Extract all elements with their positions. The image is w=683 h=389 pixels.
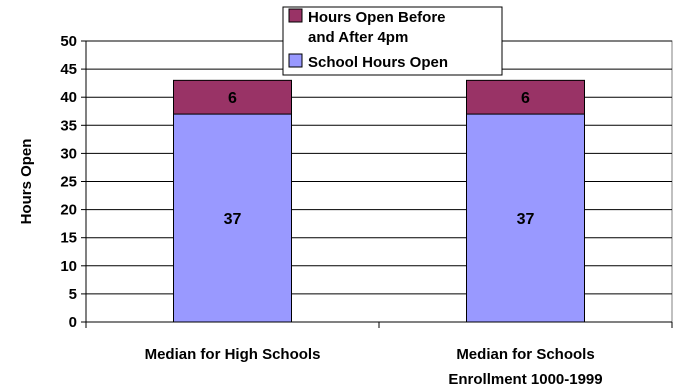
data-label-0-0: 37	[224, 211, 242, 228]
x-category-label-0-0: Median for High Schools	[145, 346, 321, 363]
legend-label-0-0: Hours Open Before	[308, 9, 446, 26]
bar-before-after-4pm-1	[466, 79, 585, 115]
y-tick-label-30: 30	[60, 145, 77, 162]
data-label-0-1: 37	[517, 211, 535, 228]
y-tick-label-15: 15	[60, 230, 77, 247]
legend-swatch-1	[288, 53, 303, 68]
x-category-label-1-1: Enrollment 1000-1999	[448, 371, 602, 388]
bar-before-after-4pm-0	[173, 79, 292, 115]
legend-box	[282, 6, 503, 76]
axes	[81, 40, 673, 328]
legend-swatch-0	[288, 8, 303, 23]
legend: Hours Open Before and After 4pm School Hou…	[282, 6, 503, 76]
y-tick-label-0: 0	[69, 314, 77, 331]
bar-school-hours-1	[466, 113, 585, 323]
y-tick-label-20: 20	[60, 202, 77, 219]
x-category-label-1-0: Median for Schools	[456, 346, 594, 363]
labels: 0 5 10 15 20 25 30 35 40 45 50 37 6 Median for High S…	[18, 33, 603, 388]
y-tick-label-50: 50	[60, 33, 77, 50]
y-tick-label-25: 25	[60, 174, 77, 191]
y-tick-label-40: 40	[60, 89, 77, 106]
bar-school-hours-0	[173, 113, 292, 323]
y-tick-label-5: 5	[69, 286, 77, 303]
y-tick-label-45: 45	[60, 61, 77, 78]
y-tick-label-35: 35	[60, 117, 77, 134]
bars	[173, 79, 585, 323]
data-label-1-1: 6	[521, 90, 530, 107]
legend-label-0-1: and After 4pm	[308, 29, 408, 46]
y-tick-label-10: 10	[60, 258, 77, 275]
y-axis-title: Hours Open	[18, 139, 35, 225]
data-label-1-0: 6	[228, 90, 237, 107]
legend-label-1-0: School Hours Open	[308, 54, 448, 71]
